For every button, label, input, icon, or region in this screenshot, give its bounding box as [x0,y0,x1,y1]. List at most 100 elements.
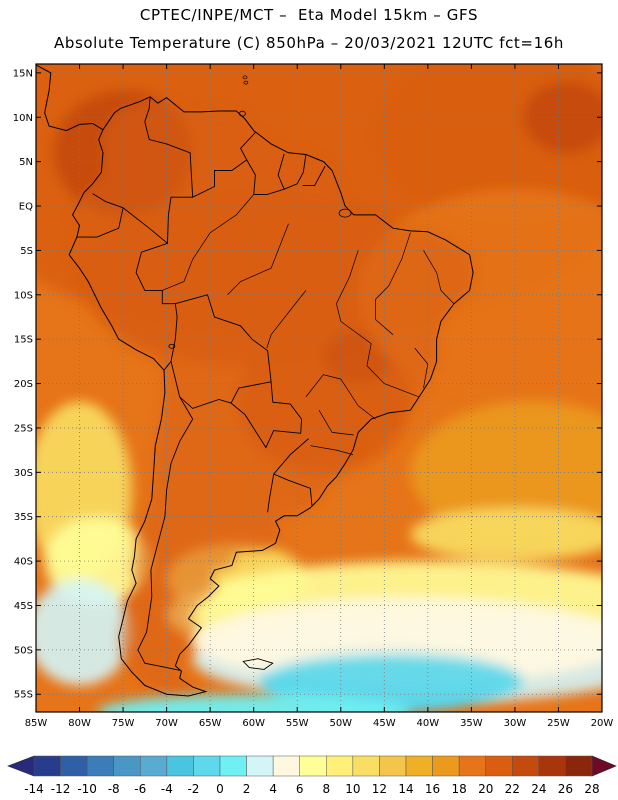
lon-label-55W: 55W [286,718,309,729]
colorbar-label-2: 2 [243,782,251,796]
lat-label-30S: 30S [14,468,33,479]
lat-label-40S: 40S [14,557,33,568]
temp-region-9 [410,507,602,562]
colorbar-swatch-9 [272,755,300,777]
lat-label-15N: 15N [13,68,33,79]
lat-label-15S: 15S [14,335,33,346]
lon-label-35W: 35W [460,718,483,729]
south-america-coast [68,96,474,697]
colorbar-min-arrow [7,755,35,777]
colorbar-label-28: 28 [584,782,599,796]
lon-label-80W: 80W [68,718,91,729]
colorbar-label--10: -10 [77,782,97,796]
colorbar-label-4: 4 [269,782,277,796]
cold-band-1 [262,654,524,708]
state-border-1 [266,290,307,349]
colorbar-label-0: 0 [216,782,224,796]
axis-ticks: 15N 10N 5N EQ 5S 10S 15S 20S 25S 30S 35S 40S 45S 50S 5… [13,64,614,729]
lon-label-40W: 40W [417,718,440,729]
temp-region-2 [523,81,602,153]
map-frame [35,63,603,713]
colorbar-swatch-13 [379,755,407,777]
temp-region-8 [410,401,602,544]
caribbean-island-0 [195,43,199,46]
lake-titicaca [168,343,176,349]
lon-label-60W: 60W [242,718,265,729]
state-border-8 [318,410,354,436]
state-border-5 [227,223,289,296]
caribbean-island-1 [160,36,164,39]
lon-label-70W: 70W [155,718,178,729]
country-border-9 [246,153,285,195]
lat-label-50S: 50S [14,645,33,656]
colorbar-swatch-6 [193,755,221,777]
colorbar-swatch-15 [432,755,460,777]
colorbar-label-8: 8 [322,782,330,796]
lon-label-85W: 85W [25,718,48,729]
lat-label-20S: 20S [14,379,33,390]
cold-band-0 [192,596,602,686]
trinidad-island [238,110,246,117]
falkland-islands [242,658,274,670]
state-border-9 [423,250,455,304]
colorbar: -14 -12 -10 -8 -6 -4 -2 0 2 4 6 8 10 12 14 16 18 20 22 24 26… [7,755,617,796]
colorbar-label-18: 18 [452,782,467,796]
country-border-3 [135,242,178,371]
colorbar-label-20: 20 [478,782,493,796]
country-border-5 [230,381,303,449]
country-border-8 [137,396,194,671]
colorbar-label-10: 10 [345,782,360,796]
lat-label-5N: 5N [19,157,33,168]
country-border-2 [76,207,124,238]
coastlines-and-borders [36,36,474,697]
colorbar-label-14: 14 [398,782,413,796]
colorbar-swatch-7 [219,755,247,777]
lat-label-EQ: EQ [19,202,33,213]
lat-label-35S: 35S [14,512,33,523]
lon-label-50W: 50W [329,718,352,729]
lon-label-65W: 65W [199,718,222,729]
lat-label-10N: 10N [13,113,33,124]
colorbar-label-16: 16 [425,782,440,796]
colorbar-swatch-17 [485,755,513,777]
caribbean-island-2 [242,75,248,80]
colorbar-swatch-8 [246,755,274,777]
colorbar-swatch-1 [60,755,88,777]
colorbar-label--4: -4 [161,782,173,796]
country-border-10 [284,154,307,190]
colorbar-label-22: 22 [505,782,520,796]
colorbar-swatch-19 [538,755,566,777]
colorbar-label--8: -8 [108,782,120,796]
colorbar-label--14: -14 [24,782,44,796]
colorbar-label--12: -12 [51,782,71,796]
title-line-2: Absolute Temperature (C) 850hPa – 20/03/… [54,34,564,52]
colorbar-label-26: 26 [558,782,573,796]
colorbar-swatch-2 [86,755,114,777]
colorbar-swatch-11 [326,755,354,777]
country-border-11 [302,165,326,187]
lat-label-55S: 55S [14,690,33,701]
lon-label-30W: 30W [504,718,527,729]
colorbar-label-24: 24 [531,782,546,796]
colorbar-swatch-14 [405,755,433,777]
colorbar-swatch-3 [113,755,141,777]
state-border-0 [340,321,420,398]
caribbean-island-4 [243,80,249,85]
state-border-7 [310,445,354,455]
temp-region-16 [36,578,132,686]
lon-label-20W: 20W [591,718,614,729]
cold-band-2 [97,694,411,712]
lon-label-25W: 25W [547,718,570,729]
lon-label-45W: 45W [373,718,396,729]
colorbar-swatch-16 [458,755,486,777]
colorbar-swatch-18 [512,755,540,777]
colorbar-swatch-20 [565,755,593,777]
state-border-2 [336,250,359,322]
colorbar-swatch-4 [140,755,168,777]
colorbar-swatch-0 [33,755,61,777]
lon-label-75W: 75W [112,718,135,729]
title-line-1: CPTEC/INPE/MCT – Eta Model 15km – GFS [139,6,479,24]
colorbar-swatch-10 [299,755,327,777]
colorbar-label-12: 12 [372,782,387,796]
